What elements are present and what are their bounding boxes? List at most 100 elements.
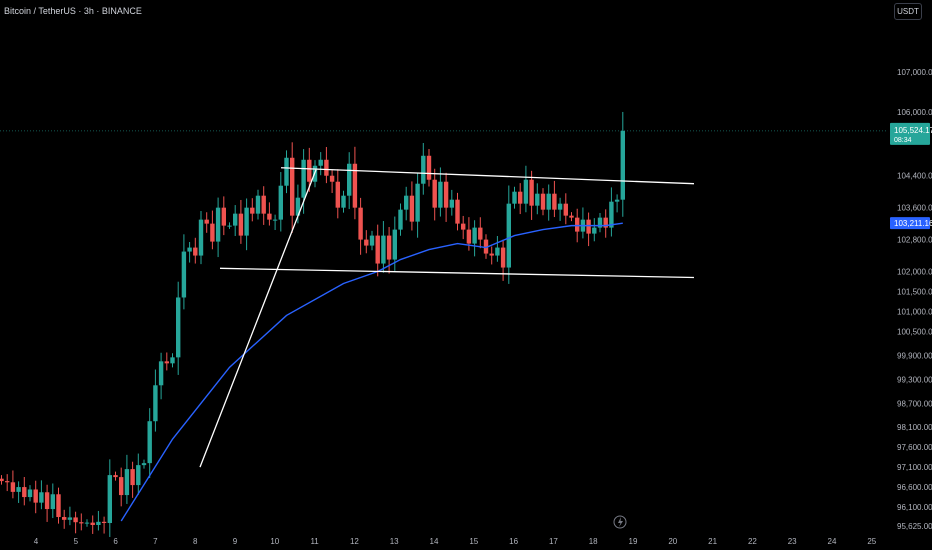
- candle: [204, 219, 209, 224]
- candle: [221, 207, 226, 226]
- candle: [250, 207, 255, 214]
- candle: [426, 155, 432, 180]
- ma-price-value: 103,211.16: [894, 219, 932, 228]
- candle: [575, 217, 580, 232]
- x-tick-label: 11: [310, 537, 319, 546]
- candle: [158, 361, 164, 386]
- candle: [113, 475, 118, 478]
- candle: [10, 482, 16, 492]
- candle: [512, 191, 517, 204]
- candle-countdown: 08:34: [894, 137, 912, 144]
- candle: [255, 195, 261, 214]
- candle: [358, 207, 363, 240]
- candle: [415, 183, 420, 222]
- candle: [518, 191, 523, 204]
- candle: [307, 159, 312, 182]
- last-price-value: 105,524.17: [894, 126, 932, 135]
- candle: [278, 185, 283, 220]
- chart-title: Bitcoin / TetherUS · 3h · BINANCE: [4, 6, 142, 16]
- candle: [130, 469, 135, 486]
- candle: [301, 159, 306, 198]
- candle: [335, 181, 340, 208]
- candle: [79, 522, 84, 524]
- candle: [27, 489, 33, 498]
- candle: [546, 193, 551, 210]
- candle: [603, 217, 608, 228]
- y-tick-label: 101,000.00: [897, 307, 932, 316]
- candle: [181, 251, 187, 298]
- candle: [386, 235, 392, 260]
- last-price-tag: [890, 122, 930, 145]
- candle: [364, 239, 369, 246]
- x-tick-label: 16: [509, 537, 518, 546]
- candle: [483, 239, 489, 254]
- candle: [609, 201, 614, 228]
- candle: [272, 219, 278, 221]
- candle: [233, 213, 238, 226]
- trendline[interactable]: [280, 167, 695, 185]
- x-tick-label: 19: [629, 537, 638, 546]
- candle: [141, 463, 147, 466]
- candle: [119, 477, 124, 496]
- x-tick-label: 21: [708, 537, 717, 546]
- candle: [107, 475, 112, 524]
- candle: [295, 197, 301, 216]
- y-tick-label: 96,100.00: [897, 503, 932, 512]
- candle: [614, 199, 620, 202]
- candle: [449, 199, 454, 208]
- moving-average-line: [120, 222, 623, 522]
- candle: [50, 494, 55, 510]
- candle: [56, 494, 61, 518]
- x-tick-label: 6: [113, 537, 118, 546]
- candle: [84, 522, 90, 524]
- x-tick-label: 25: [867, 537, 876, 546]
- candle: [0, 478, 4, 482]
- y-tick-label: 102,800.00: [897, 236, 932, 245]
- currency-button[interactable]: USDT: [894, 3, 922, 20]
- x-tick-label: 4: [34, 537, 39, 546]
- x-tick-label: 7: [153, 537, 158, 546]
- candle: [381, 235, 386, 264]
- candle: [215, 207, 221, 242]
- x-tick-label: 9: [233, 537, 238, 546]
- candle: [193, 247, 198, 256]
- y-tick-label: 98,100.00: [897, 423, 932, 432]
- candle: [569, 215, 574, 218]
- candle: [552, 193, 557, 210]
- candle: [227, 225, 232, 227]
- candle: [398, 209, 403, 230]
- candle: [461, 223, 466, 230]
- trendline[interactable]: [199, 169, 317, 468]
- candle: [44, 492, 50, 510]
- y-tick-label: 96,600.00: [897, 483, 932, 492]
- trendline[interactable]: [219, 267, 695, 279]
- candle: [164, 361, 169, 364]
- candle: [170, 357, 175, 364]
- candle: [318, 159, 323, 166]
- x-tick-label: 15: [469, 537, 478, 546]
- candle: [563, 203, 568, 216]
- candle: [421, 155, 426, 184]
- candle: [329, 175, 335, 182]
- y-tick-label: 97,600.00: [897, 443, 932, 452]
- candle: [341, 195, 346, 208]
- candle: [347, 163, 352, 196]
- y-tick-label: 107,000.00: [897, 68, 932, 77]
- candle: [443, 181, 449, 208]
- candle: [392, 229, 397, 260]
- x-tick-label: 17: [549, 537, 558, 546]
- candle: [5, 481, 10, 483]
- x-tick-label: 12: [350, 537, 359, 546]
- candle: [261, 195, 266, 214]
- candle: [597, 217, 603, 228]
- candle: [39, 492, 44, 503]
- candle: [466, 229, 472, 244]
- candle: [472, 227, 477, 244]
- candle: [136, 465, 141, 486]
- candle: [284, 157, 289, 186]
- candle: [495, 247, 500, 256]
- candle: [238, 213, 244, 236]
- lightning-icon[interactable]: [613, 515, 627, 529]
- candle: [147, 421, 152, 464]
